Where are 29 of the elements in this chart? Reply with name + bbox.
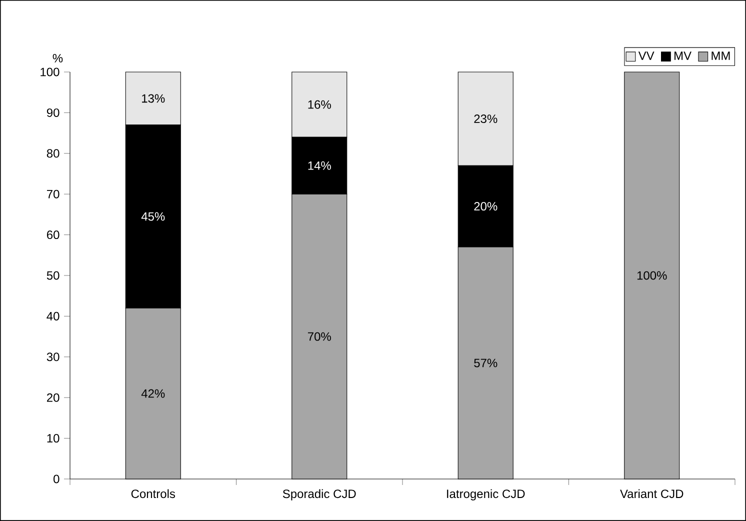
legend-label: MM (712, 52, 730, 60)
y-tick-label: 50 (46, 271, 60, 280)
y-tick-label: 0 (54, 474, 60, 484)
y-tick-label: 100 (40, 68, 60, 76)
x-tick-label: Controls (131, 489, 176, 498)
data-label: 100% (637, 271, 667, 280)
data-label: 23% (474, 114, 498, 124)
y-tick-label: 90 (46, 108, 60, 117)
data-label: 16% (308, 100, 331, 109)
y-tick-label: 10 (47, 434, 60, 443)
legend-label: MV (674, 52, 692, 60)
legend-label: VV (638, 52, 654, 60)
data-label: 20% (474, 202, 498, 211)
y-axis-title: % (52, 54, 63, 62)
y-tick-label: 80 (46, 149, 60, 158)
x-tick-label: Iatrogenic CJD (447, 489, 525, 500)
data-label: 57% (474, 358, 498, 368)
data-label: 70% (308, 332, 331, 341)
y-tick-label: 20 (47, 393, 60, 402)
y-tick-label: 70 (47, 190, 60, 198)
y-tick-label: 30 (46, 352, 60, 362)
data-label: 13% (142, 94, 165, 103)
x-tick-label: Sporadic CJD (282, 489, 356, 500)
data-label: 42% (141, 389, 165, 398)
y-tick-label: 60 (47, 230, 60, 240)
data-label: 14% (308, 161, 331, 170)
x-tick-label: Variant CJD (620, 489, 684, 498)
data-label: 45% (141, 212, 165, 221)
y-tick-label: 40 (46, 312, 60, 320)
